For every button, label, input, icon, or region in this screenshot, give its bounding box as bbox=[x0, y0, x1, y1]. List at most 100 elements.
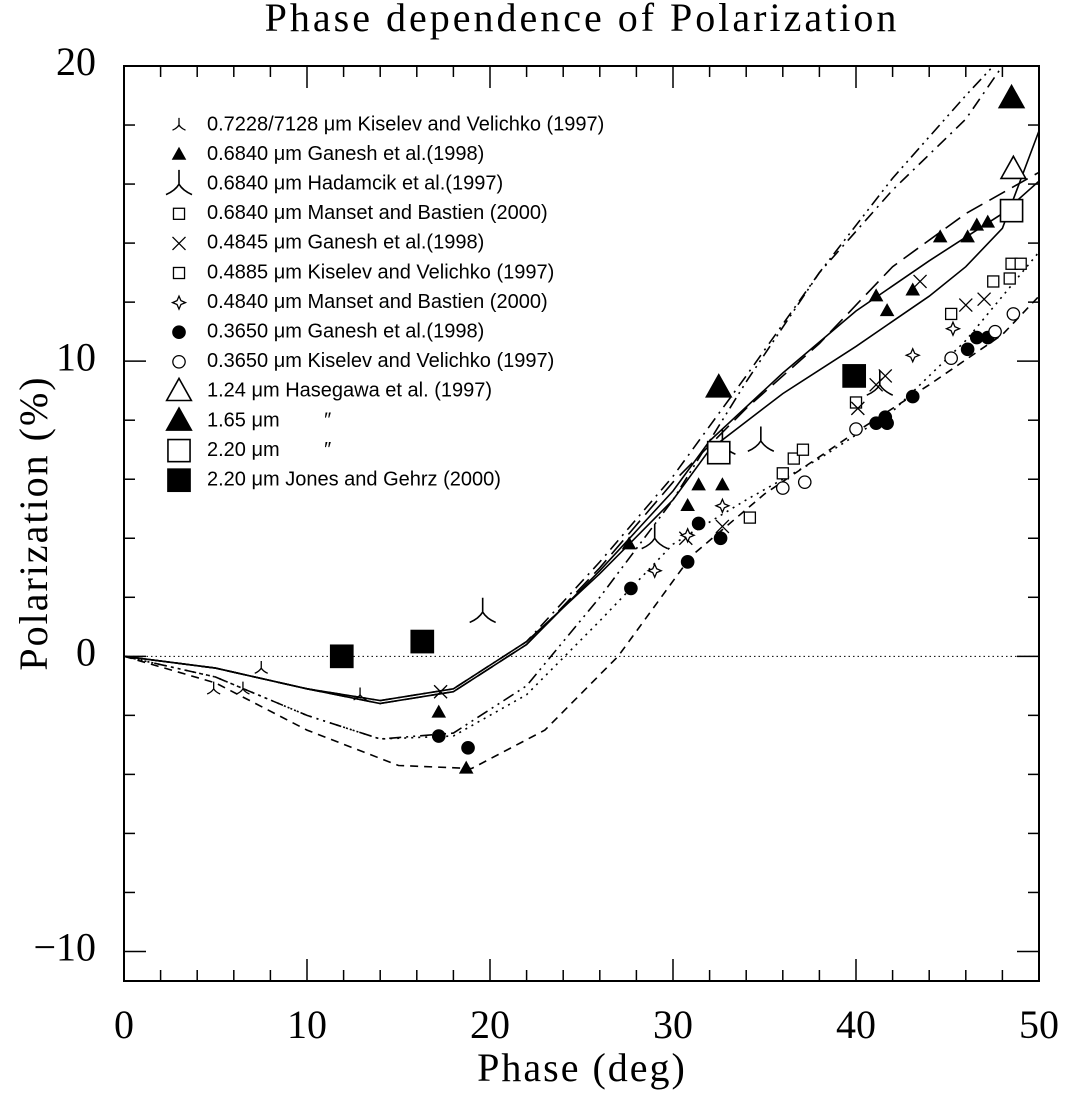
data-point bbox=[969, 217, 985, 231]
data-point bbox=[904, 347, 921, 364]
data-point bbox=[850, 401, 865, 416]
data-point bbox=[797, 475, 812, 490]
legend-label: 0.3650 μm Ganesh et al.(1998) bbox=[207, 320, 484, 342]
model-curve bbox=[124, 66, 994, 740]
data-point bbox=[747, 426, 775, 452]
legend-label: 1.24 μm Hasegawa et al. (1997) bbox=[207, 380, 492, 402]
data-point bbox=[878, 368, 893, 383]
data-point bbox=[913, 274, 928, 289]
legend-marker bbox=[172, 207, 186, 220]
data-point bbox=[469, 597, 496, 624]
data-point bbox=[641, 523, 669, 550]
data-point bbox=[878, 410, 893, 425]
data-point bbox=[624, 581, 638, 596]
data-point bbox=[775, 481, 790, 495]
data-point bbox=[987, 275, 1000, 288]
legend-label: 0.6840 μm Ganesh et al.(1998) bbox=[207, 143, 484, 165]
data-point bbox=[1003, 272, 1016, 285]
data-point bbox=[431, 704, 447, 718]
data-point bbox=[905, 389, 920, 404]
data-point bbox=[932, 229, 948, 243]
legend-marker bbox=[165, 406, 193, 431]
data-point bbox=[646, 562, 663, 579]
chart-title: Phase dependence of Polarization bbox=[265, 0, 900, 40]
data-point bbox=[988, 324, 1002, 339]
data-point bbox=[1006, 307, 1021, 321]
legend-label: 0.4885 μm Kiselev and Velichko (1997) bbox=[207, 261, 554, 283]
data-point bbox=[944, 320, 962, 337]
legend-label: 2.20 μm Jones and Gehrz (2000) bbox=[207, 468, 501, 490]
data-point bbox=[433, 684, 448, 699]
data-point bbox=[905, 282, 921, 296]
data-point bbox=[329, 644, 354, 669]
data-point bbox=[680, 497, 695, 511]
legend-label: 0.4845 μm Ganesh et al.(1998) bbox=[207, 232, 484, 254]
model-curve bbox=[124, 295, 1039, 770]
legend-label: 1.65 μm ″ bbox=[207, 409, 331, 431]
data-point bbox=[960, 342, 975, 357]
legend-marker bbox=[167, 468, 191, 493]
data-point bbox=[679, 527, 696, 544]
data-point bbox=[868, 288, 884, 302]
legend-marker bbox=[172, 354, 186, 369]
data-point bbox=[842, 364, 867, 388]
data-point bbox=[353, 687, 367, 701]
legend-marker bbox=[165, 169, 193, 196]
data-point bbox=[714, 497, 731, 514]
data-point bbox=[254, 660, 269, 674]
data-point bbox=[743, 511, 757, 524]
x-tick-label: 50 bbox=[1019, 1002, 1059, 1047]
data-point bbox=[776, 467, 789, 480]
y-tick-label: 0 bbox=[76, 629, 96, 674]
legend-label: 2.20 μm ″ bbox=[207, 439, 331, 461]
x-tick-label: 30 bbox=[653, 1002, 693, 1047]
y-tick-label: −10 bbox=[33, 925, 96, 970]
data-point bbox=[206, 681, 221, 695]
data-point bbox=[944, 351, 958, 366]
legend-marker bbox=[172, 325, 186, 340]
data-point bbox=[706, 440, 731, 465]
data-point bbox=[705, 373, 733, 398]
plot-frame bbox=[123, 65, 1040, 982]
data-point bbox=[958, 298, 973, 313]
data-point bbox=[236, 681, 250, 695]
legend-marker bbox=[172, 236, 186, 251]
data-point bbox=[715, 477, 730, 491]
data-point bbox=[787, 452, 800, 465]
data-point bbox=[715, 519, 730, 534]
data-point bbox=[999, 154, 1028, 180]
legend-marker bbox=[167, 438, 191, 463]
legend-marker bbox=[170, 294, 188, 311]
data-point bbox=[796, 443, 810, 456]
legend-marker bbox=[172, 266, 186, 280]
data-point bbox=[1014, 257, 1027, 270]
data-point bbox=[431, 729, 446, 743]
legend-marker bbox=[171, 146, 187, 160]
data-point bbox=[866, 370, 894, 396]
data-point bbox=[680, 555, 695, 569]
data-point bbox=[461, 740, 475, 755]
x-tick-label: 10 bbox=[287, 1002, 327, 1047]
legend-label: 0.6840 μm Hadamcik et al.(1997) bbox=[207, 172, 503, 194]
data-point bbox=[849, 396, 863, 409]
y-tick-label: 10 bbox=[56, 334, 96, 379]
data-point bbox=[997, 83, 1026, 109]
data-point bbox=[691, 516, 706, 531]
x-tick-label: 20 bbox=[470, 1002, 510, 1047]
x-axis-label: Phase (deg) bbox=[477, 1045, 687, 1090]
y-tick-label: 20 bbox=[56, 39, 96, 84]
data-point bbox=[960, 229, 975, 243]
legend-label: 0.6840 μm Manset and Bastien (2000) bbox=[207, 202, 548, 224]
legend-marker bbox=[172, 117, 186, 131]
legend-label: 0.7228/7128 μm Kiselev and Velichko (199… bbox=[207, 113, 604, 135]
x-tick-label: 40 bbox=[836, 1002, 876, 1047]
data-point bbox=[849, 422, 863, 436]
data-point bbox=[977, 292, 992, 307]
x-tick-label: 0 bbox=[114, 1002, 134, 1047]
data-point bbox=[713, 531, 728, 546]
data-point bbox=[621, 536, 637, 550]
data-point bbox=[410, 629, 435, 654]
legend-label: 0.4840 μm Manset and Bastien (2000) bbox=[207, 291, 548, 313]
legend-marker bbox=[165, 376, 193, 402]
